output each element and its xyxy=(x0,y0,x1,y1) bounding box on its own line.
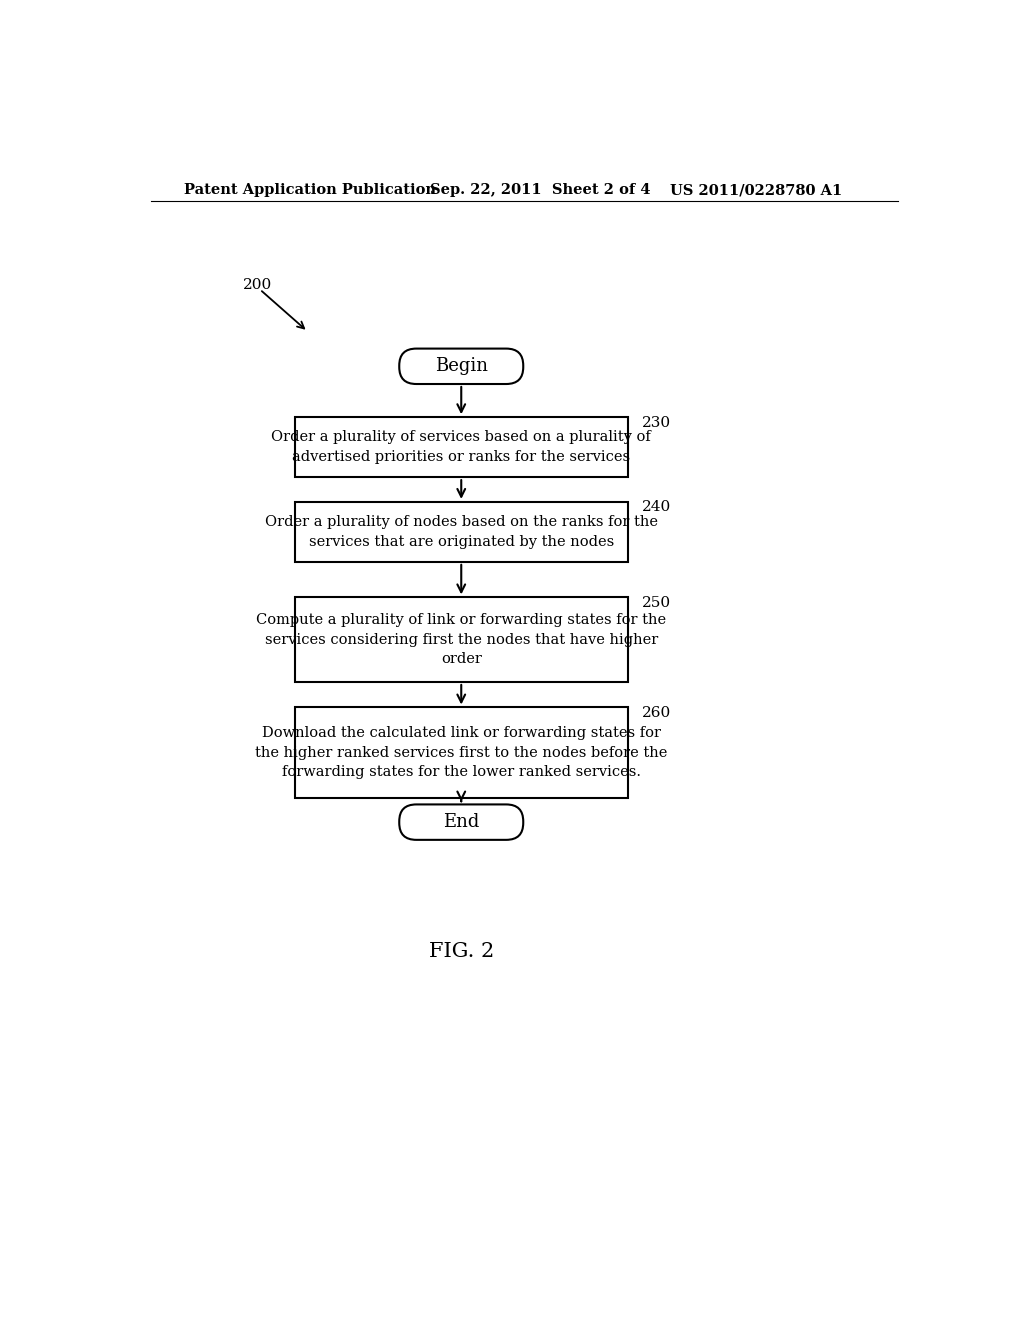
FancyBboxPatch shape xyxy=(295,598,628,682)
Text: 230: 230 xyxy=(642,416,671,429)
Text: US 2011/0228780 A1: US 2011/0228780 A1 xyxy=(671,183,843,197)
FancyBboxPatch shape xyxy=(295,708,628,799)
Text: 250: 250 xyxy=(642,595,671,610)
Text: Compute a plurality of link or forwarding states for the
services considering fi: Compute a plurality of link or forwardin… xyxy=(256,614,667,667)
Text: Patent Application Publication: Patent Application Publication xyxy=(183,183,436,197)
Text: 260: 260 xyxy=(642,706,671,719)
Text: Begin: Begin xyxy=(435,358,487,375)
Text: 240: 240 xyxy=(642,500,671,515)
Text: Order a plurality of nodes based on the ranks for the
services that are originat: Order a plurality of nodes based on the … xyxy=(265,515,657,549)
Text: Order a plurality of services based on a plurality of
advertised priorities or r: Order a plurality of services based on a… xyxy=(271,430,651,463)
Text: FIG. 2: FIG. 2 xyxy=(429,942,494,961)
Text: Download the calculated link or forwarding states for
the higher ranked services: Download the calculated link or forwardi… xyxy=(255,726,668,779)
Text: 200: 200 xyxy=(243,277,272,292)
FancyBboxPatch shape xyxy=(295,417,628,478)
FancyBboxPatch shape xyxy=(399,804,523,840)
FancyBboxPatch shape xyxy=(399,348,523,384)
Text: End: End xyxy=(443,813,479,832)
Text: Sep. 22, 2011  Sheet 2 of 4: Sep. 22, 2011 Sheet 2 of 4 xyxy=(430,183,650,197)
FancyBboxPatch shape xyxy=(295,502,628,562)
